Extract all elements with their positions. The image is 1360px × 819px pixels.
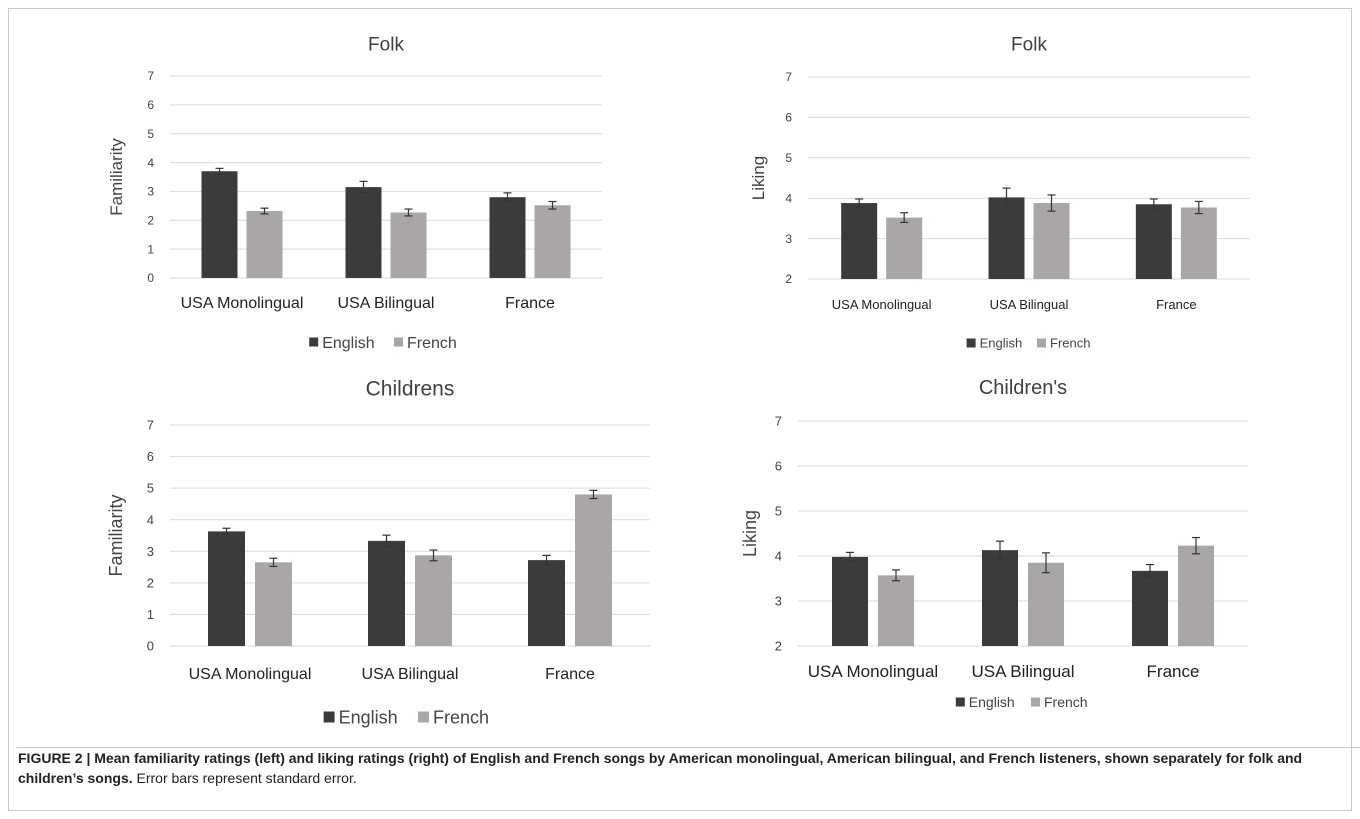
legend-label-english: English — [980, 336, 1023, 351]
y-tick-label: 3 — [785, 232, 792, 246]
chart-childrens-liking: Children's 2 3 4 5 6 7 Liking USA Monolingual USA… — [740, 377, 1248, 710]
chart-folk-liking: Folk 2 3 4 5 6 7 Liking USA Monolingual USA Bilin… — [749, 35, 1250, 351]
y-tick-label: 6 — [147, 98, 154, 112]
bar-french — [1028, 562, 1064, 646]
bar-english — [988, 197, 1025, 279]
category-label: USA Monolingual — [181, 295, 304, 312]
y-tick-label: 4 — [147, 156, 154, 170]
bar-french — [575, 494, 612, 646]
y-tick-label: 5 — [147, 127, 154, 141]
caption-bold: FIGURE 2 | Mean familiarity ratings (lef… — [18, 750, 1303, 786]
legend-swatch-french — [418, 711, 429, 723]
category-label: USA Bilingual — [971, 662, 1074, 681]
category-label: USA Monolingual — [189, 666, 312, 683]
figure-caption: FIGURE 2 | Mean familiarity ratings (lef… — [18, 748, 1338, 788]
category-label: USA Monolingual — [808, 662, 938, 681]
legend-label-french: French — [433, 707, 489, 727]
bar-english — [982, 550, 1018, 646]
bar-english — [832, 556, 868, 646]
category-label: France — [505, 295, 555, 312]
y-tick-label: 1 — [147, 607, 154, 622]
category-label: France — [1156, 297, 1196, 312]
category-label: USA Bilingual — [362, 666, 459, 683]
bar-french — [415, 555, 452, 646]
bar-french — [1178, 545, 1214, 646]
bar-english — [489, 197, 526, 278]
chart-title: Children's — [979, 377, 1067, 399]
bar-french — [390, 212, 427, 278]
bar-french — [534, 205, 571, 278]
y-axis-label: Familiarity — [107, 138, 126, 216]
bar-english — [208, 531, 245, 646]
y-tick-label: 1 — [147, 242, 154, 256]
y-tick-label: 2 — [147, 213, 154, 227]
bar-french — [1033, 203, 1070, 279]
y-tick-label: 3 — [147, 185, 154, 199]
y-tick-label: 7 — [147, 418, 154, 433]
legend-swatch-english — [955, 697, 965, 707]
legend-label-french: French — [1050, 336, 1090, 351]
y-tick-label: 3 — [147, 544, 154, 559]
y-tick-label: 7 — [785, 70, 792, 84]
y-tick-label: 5 — [147, 481, 154, 496]
y-tick-label: 4 — [785, 191, 792, 205]
chart-title: Folk — [1011, 35, 1047, 56]
y-axis-label: Liking — [749, 156, 768, 200]
bar-french — [246, 211, 283, 278]
bar-english — [201, 171, 238, 278]
bar-english — [1135, 204, 1172, 279]
bar-english — [1132, 570, 1168, 646]
y-tick-label: 0 — [147, 271, 154, 285]
y-tick-label: 3 — [775, 594, 782, 609]
category-label: USA Bilingual — [990, 297, 1069, 312]
bar-french — [878, 575, 914, 646]
legend-label-french: French — [407, 335, 457, 352]
bar-french — [1180, 207, 1217, 279]
bar-english — [368, 540, 405, 646]
category-label: France — [545, 666, 595, 683]
category-label: USA Bilingual — [338, 295, 435, 312]
y-tick-label: 5 — [775, 504, 782, 519]
chart-title: Folk — [368, 35, 404, 56]
bar-english — [345, 187, 382, 278]
y-tick-label: 7 — [147, 69, 154, 83]
legend-swatch-french — [1031, 697, 1040, 707]
legend-label-french: French — [1044, 694, 1088, 710]
y-axis-label: Familiarity — [106, 494, 126, 576]
legend-swatch-english — [309, 337, 319, 347]
y-tick-label: 6 — [147, 449, 154, 464]
bar-french — [886, 217, 923, 279]
y-tick-label: 2 — [785, 272, 792, 286]
legend-label-english: English — [322, 335, 374, 352]
category-label: France — [1147, 662, 1200, 681]
figure-panel — [8, 8, 1360, 811]
legend-swatch-french — [394, 337, 403, 347]
y-tick-label: 6 — [775, 459, 782, 474]
legend-swatch-english — [966, 338, 976, 348]
chart-folk-familiarity: Folk 0 1 2 3 4 5 6 7 Familiarity USA Monolingual US… — [107, 35, 602, 352]
y-tick-label: 2 — [775, 639, 782, 654]
y-tick-label: 4 — [147, 512, 154, 527]
y-tick-label: 2 — [147, 575, 154, 590]
bar-french — [255, 562, 292, 646]
y-tick-label: 0 — [147, 639, 154, 654]
caption-normal: Error bars represent standard error. — [132, 770, 357, 786]
chart-title: Childrens — [366, 377, 455, 400]
category-label: USA Monolingual — [832, 297, 932, 312]
legend-label-english: English — [339, 707, 398, 727]
y-tick-label: 6 — [785, 111, 792, 125]
y-tick-label: 5 — [785, 151, 792, 165]
legend-label-english: English — [969, 694, 1015, 710]
y-axis-label: Liking — [740, 510, 760, 557]
legend-swatch-french — [1037, 338, 1046, 348]
legend-swatch-english — [323, 711, 335, 723]
caption-divider — [17, 747, 1360, 748]
chart-childrens-familiarity: Childrens 0 1 2 3 4 5 6 7 Familiarity USA Monoling… — [106, 377, 650, 727]
y-tick-label: 7 — [775, 414, 782, 429]
y-tick-label: 4 — [775, 549, 782, 564]
bar-english — [528, 560, 565, 646]
bar-english — [841, 203, 878, 279]
